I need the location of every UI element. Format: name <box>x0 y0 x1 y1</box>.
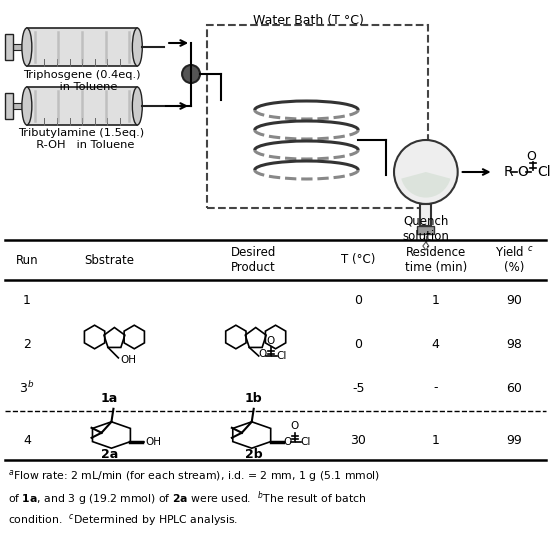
Circle shape <box>182 65 200 83</box>
Text: -5: -5 <box>352 381 365 395</box>
Bar <box>5 34 13 60</box>
Wedge shape <box>401 172 450 197</box>
Text: Tributylamine (1.5eq.)
  R-OH   in Toluene: Tributylamine (1.5eq.) R-OH in Toluene <box>18 128 145 150</box>
Text: 60: 60 <box>506 381 522 395</box>
Text: 1: 1 <box>23 293 31 306</box>
Ellipse shape <box>132 87 142 125</box>
Text: 3$^b$: 3$^b$ <box>19 380 34 396</box>
Text: T (°C): T (°C) <box>341 253 376 267</box>
Ellipse shape <box>22 28 32 66</box>
Text: O: O <box>526 150 536 163</box>
Text: R: R <box>504 165 513 179</box>
Text: 2b: 2b <box>245 448 263 462</box>
Bar <box>27 87 137 125</box>
Ellipse shape <box>132 28 142 66</box>
Bar <box>27 28 137 66</box>
Text: Cl: Cl <box>300 437 311 447</box>
Bar <box>10 103 27 109</box>
Text: 98: 98 <box>506 339 522 352</box>
Text: O: O <box>290 420 299 430</box>
Text: Cl: Cl <box>537 165 551 179</box>
Text: 4: 4 <box>23 433 31 447</box>
Text: 1: 1 <box>432 293 440 306</box>
Text: 1: 1 <box>432 433 440 447</box>
Text: 0: 0 <box>354 339 362 352</box>
Text: 0: 0 <box>354 293 362 306</box>
Text: 90: 90 <box>506 293 522 306</box>
Text: Residence
time (min): Residence time (min) <box>404 246 467 274</box>
Text: O: O <box>266 336 275 346</box>
Bar <box>417 226 434 234</box>
Text: 1a: 1a <box>101 391 118 405</box>
Bar <box>10 44 27 50</box>
Text: O: O <box>259 349 267 359</box>
Text: Triphosgene (0.4eq.)
    in Toluene: Triphosgene (0.4eq.) in Toluene <box>23 70 140 92</box>
Text: 30: 30 <box>350 433 366 447</box>
Text: 99: 99 <box>506 433 522 447</box>
Text: Run: Run <box>16 253 38 267</box>
Text: Cl: Cl <box>276 351 287 361</box>
Text: 4: 4 <box>432 339 440 352</box>
Text: O: O <box>284 437 292 447</box>
Text: Yield $^c$
(%): Yield $^c$ (%) <box>495 245 534 274</box>
Text: Quench
solution: Quench solution <box>402 215 449 243</box>
Text: Water Bath (T °C): Water Bath (T °C) <box>253 14 364 27</box>
Circle shape <box>394 140 458 204</box>
Text: OH: OH <box>120 355 136 365</box>
Text: O: O <box>517 165 529 179</box>
Text: -: - <box>434 381 438 395</box>
Bar <box>5 93 13 119</box>
Text: 2: 2 <box>23 339 31 352</box>
Bar <box>420 204 432 226</box>
Ellipse shape <box>22 87 32 125</box>
Text: 1b: 1b <box>245 391 263 405</box>
Text: 2a: 2a <box>101 448 118 462</box>
Text: $^a$Flow rate: 2 mL/min (for each stream), i.d. = 2 mm, 1 g (5.1 mmol)
of $\math: $^a$Flow rate: 2 mL/min (for each stream… <box>8 468 380 528</box>
Text: Sbstrate: Sbstrate <box>84 253 135 267</box>
Text: OH: OH <box>145 437 161 447</box>
Text: Desired
Product: Desired Product <box>231 246 276 274</box>
